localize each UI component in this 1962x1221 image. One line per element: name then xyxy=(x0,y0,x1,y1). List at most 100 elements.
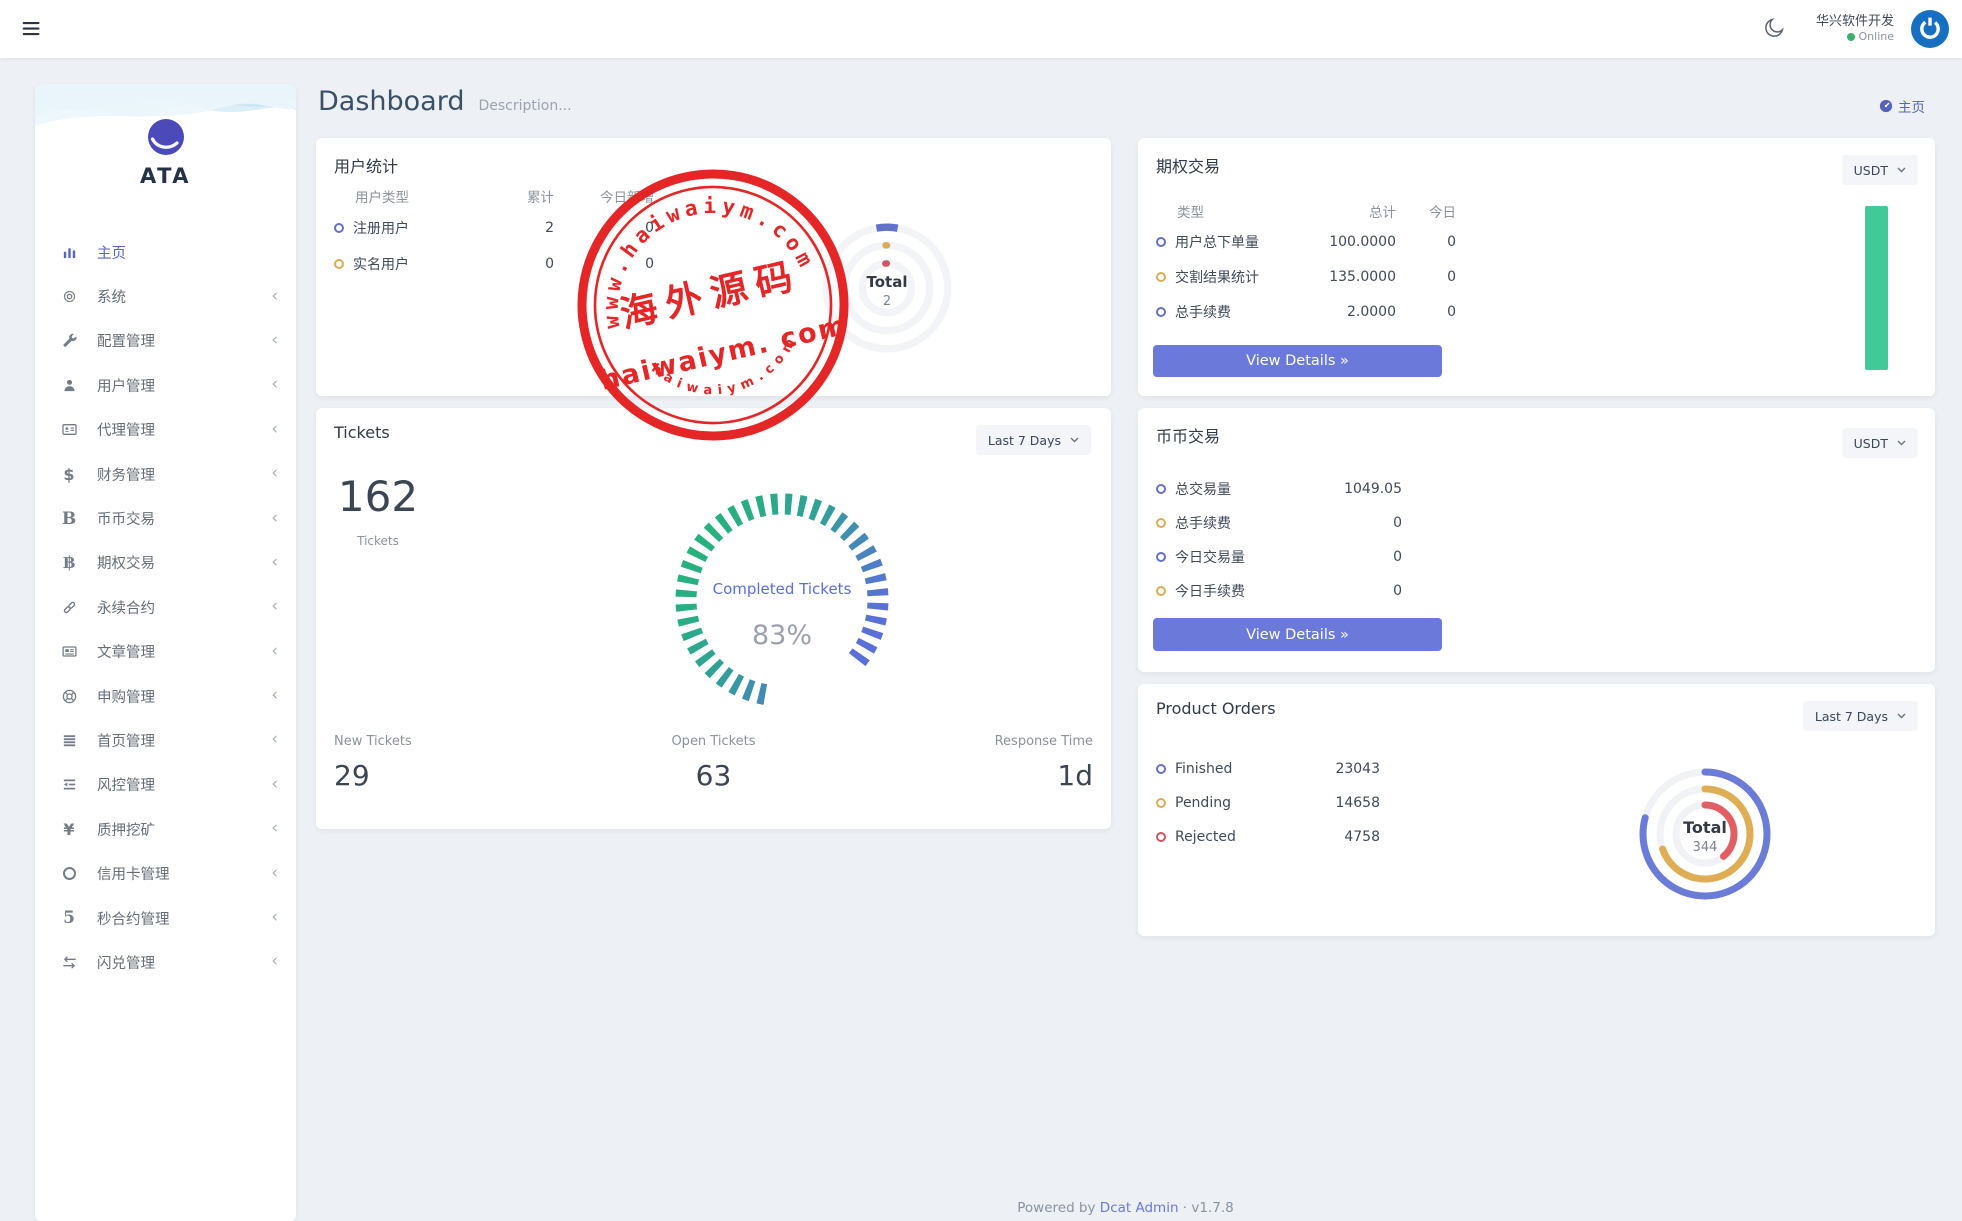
tickets-total-label: Tickets xyxy=(357,534,399,548)
table-row: Pending 14658 xyxy=(1156,786,1380,820)
row-value: 0 xyxy=(1447,268,1456,285)
indent-icon xyxy=(59,776,79,794)
row-value: 0 xyxy=(645,220,654,236)
table-row: 总手续费 2.0000 0 xyxy=(1156,294,1456,329)
sidebar-item-label: 配置管理 xyxy=(97,334,155,351)
table-row: 总手续费 0 xyxy=(1156,506,1402,540)
currency-dropdown[interactable]: USDT xyxy=(1841,428,1918,458)
brand[interactable]: ATA xyxy=(35,118,296,188)
sidebar-item-home[interactable]: 主页 xyxy=(35,230,296,274)
options-trading-card: 期权交易 USDT 类型 总计 今日 用户总下单量 100.0000 0 交割结果统计… xyxy=(1138,138,1935,396)
table-row: 交割结果统计 135.0000 0 xyxy=(1156,259,1456,294)
row-label: 总手续费 xyxy=(1175,516,1231,532)
sidebar-item-label: 主页 xyxy=(97,245,126,262)
sidebar-item-label: 系统 xyxy=(97,290,126,307)
sidebar-item-label: 币币交易 xyxy=(97,512,155,529)
sidebar-item-articles[interactable]: 文章管理 ‹ xyxy=(35,630,296,674)
hamburger-menu-icon[interactable] xyxy=(20,18,46,42)
user-menu[interactable]: 华兴软件开发 Online xyxy=(1816,14,1894,44)
row-label: Rejected xyxy=(1175,829,1236,845)
chevron-down-icon xyxy=(1897,167,1906,173)
completed-tickets-donut-chart xyxy=(675,493,889,705)
chevron-collapse-icon: ‹ xyxy=(271,729,278,750)
sidebar-item-perpetual[interactable]: 永续合约 ‹ xyxy=(35,585,296,629)
sidebar-item-agents[interactable]: 代理管理 ‹ xyxy=(35,408,296,452)
ring-icon xyxy=(59,865,79,883)
gear-icon xyxy=(59,288,79,306)
table-header: 类型 总计 今日 xyxy=(1177,205,1456,221)
sidebar-item-label: 首页管理 xyxy=(97,733,155,750)
user-stats-card: 用户统计 用户类型 累计 今日新增 注册用户 2 0 实名用户 0 0 Total 2 xyxy=(316,138,1111,396)
blue-ring-icon xyxy=(1156,552,1166,562)
coin-trading-card: 币币交易 USDT 总交易量 1049.05 总手续费 0 今日交易量 0 今日手续费 0 V… xyxy=(1138,408,1935,672)
breadcrumb-label: 主页 xyxy=(1898,100,1925,116)
table-row: Rejected 4758 xyxy=(1156,820,1380,854)
breadcrumb[interactable]: 主页 xyxy=(1879,96,1925,116)
sidebar-item-label: 质押挖矿 xyxy=(97,822,155,839)
currency-dropdown[interactable]: USDT xyxy=(1841,155,1918,185)
donut-center-label: Completed Tickets xyxy=(712,580,852,598)
avatar-power-logo-icon[interactable] xyxy=(1910,9,1950,49)
sidebar-item-config[interactable]: 配置管理 ‹ xyxy=(35,319,296,363)
chevron-collapse-icon: ‹ xyxy=(271,640,278,661)
sidebar-item-seconds[interactable]: 5 秒合约管理 ‹ xyxy=(35,896,296,940)
online-dot-icon xyxy=(1846,33,1855,42)
row-value: 0 xyxy=(1447,303,1456,320)
sidebar-item-coin-trade[interactable]: B 币币交易 ‹ xyxy=(35,496,296,540)
sidebar-item-flash-exchange[interactable]: 闪兑管理 ‹ xyxy=(35,940,296,984)
table-row: 实名用户 0 0 xyxy=(334,246,664,282)
sidebar-item-credit-card[interactable]: 信用卡管理 ‹ xyxy=(35,851,296,895)
sidebar-item-users[interactable]: 用户管理 ‹ xyxy=(35,363,296,407)
row-value: 100.0000 xyxy=(1329,233,1396,250)
sidebar-item-finance[interactable]: $ 财务管理 ‹ xyxy=(35,452,296,496)
dcat-admin-link[interactable]: Dcat Admin xyxy=(1099,1200,1179,1216)
table-row: 注册用户 2 0 xyxy=(334,210,664,246)
row-value: 4758 xyxy=(1344,829,1380,845)
sidebar-item-label: 代理管理 xyxy=(97,423,155,440)
options-table: 类型 总计 今日 用户总下单量 100.0000 0 交割结果统计 135.0000 0 总… xyxy=(1156,198,1456,329)
sidebar-item-staking[interactable]: ¥ 质押挖矿 ‹ xyxy=(35,807,296,851)
row-value: 0 xyxy=(545,256,554,272)
rings-center: Total 2 xyxy=(866,273,908,309)
tickets-bottom-stats: New Tickets 29 Open Tickets 63 Response Time… xyxy=(334,734,1093,792)
date-range-dropdown[interactable]: Last 7 Days xyxy=(975,425,1091,455)
sidebar-item-homepage[interactable]: 首页管理 ‹ xyxy=(35,718,296,762)
view-details-button[interactable]: View Details » xyxy=(1153,345,1442,377)
donut-center-value: 83% xyxy=(751,620,812,651)
chevron-collapse-icon: ‹ xyxy=(271,507,278,528)
gauge-icon xyxy=(1879,99,1893,113)
sidebar-item-risk[interactable]: 风控管理 ‹ xyxy=(35,763,296,807)
row-value: 23043 xyxy=(1335,761,1380,777)
row-label: 总交易量 xyxy=(1175,482,1231,498)
bars-icon xyxy=(59,731,79,749)
brand-logo-icon xyxy=(147,118,185,156)
main-content: Dashboard Description... 主页 用户统计 用户类型 累计… xyxy=(316,84,1935,1221)
date-range-dropdown[interactable]: Last 7 Days xyxy=(1802,701,1918,731)
chevron-collapse-icon: ‹ xyxy=(271,374,278,395)
table-row: Finished 23043 xyxy=(1156,752,1380,786)
sidebar-item-label: 秒合约管理 xyxy=(97,911,170,928)
row-label: Finished xyxy=(1175,761,1233,777)
ticket-stat-new-tickets: New Tickets 29 xyxy=(334,734,412,792)
sidebar-item-options-trade[interactable]: ฿ 期权交易 ‹ xyxy=(35,541,296,585)
orange-ring-icon xyxy=(1156,518,1166,528)
user-icon xyxy=(59,376,79,394)
orange-ring-icon xyxy=(334,259,344,269)
view-details-button[interactable]: View Details » xyxy=(1153,618,1442,651)
orange-ring-icon xyxy=(1156,798,1166,808)
sidebar-item-subscribe[interactable]: 申购管理 ‹ xyxy=(35,674,296,718)
card-title: Product Orders xyxy=(1156,699,1276,718)
product-orders-list: Finished 23043 Pending 14658 Rejected 4758 xyxy=(1156,752,1380,854)
sidebar-item-system[interactable]: 系统 ‹ xyxy=(35,274,296,318)
life-ring-icon xyxy=(59,687,79,705)
blue-ring-icon xyxy=(1156,236,1166,247)
row-label: 交割结果统计 xyxy=(1175,269,1259,286)
version: v1.7.8 xyxy=(1191,1200,1234,1216)
row-value: 1049.05 xyxy=(1344,481,1402,497)
brand-name: ATA xyxy=(139,164,192,188)
dark-mode-moon-icon[interactable] xyxy=(1762,16,1788,42)
row-value: 2.0000 xyxy=(1347,303,1396,320)
row-label: 今日交易量 xyxy=(1175,550,1245,566)
sidebar-item-label: 文章管理 xyxy=(97,645,155,662)
row-value: 0 xyxy=(1393,549,1402,565)
